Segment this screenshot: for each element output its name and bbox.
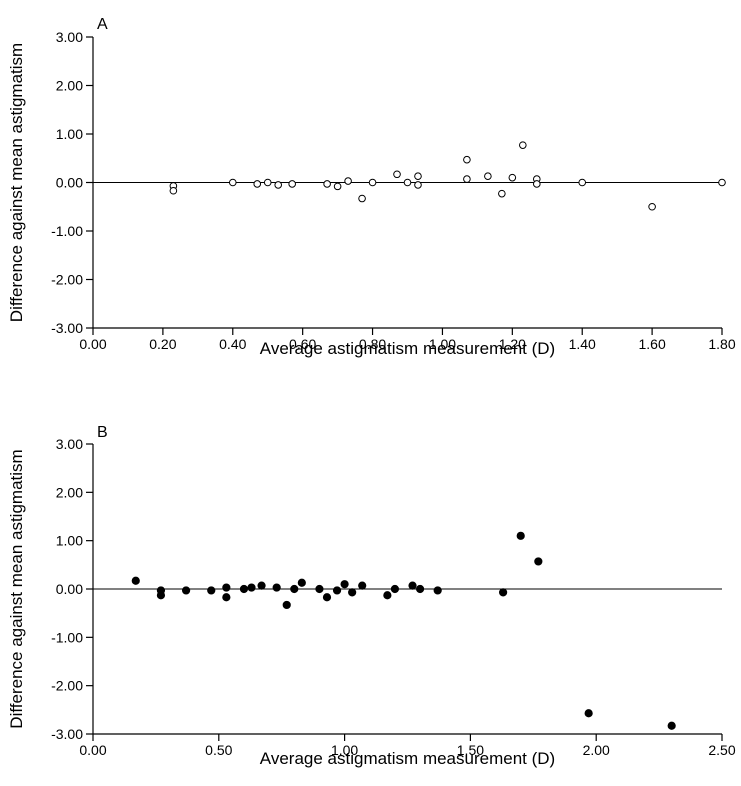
panel-a-data-point [368,178,377,187]
panel-a-data-point [718,178,726,187]
panel-a-data-point [393,170,401,179]
panel-b-data-point [383,591,392,600]
panel-b-data-point [358,581,367,590]
panel-b-data-point [239,584,249,594]
panel-a-y-tick-label: 2.00 [56,78,83,94]
panel-b-data-point [156,591,166,600]
panel-b-y-tick-label: 1.00 [56,533,83,549]
panel-b-data-point [222,593,231,602]
panel-a-data-point [414,181,422,189]
panel-b-data-point [315,584,324,594]
panel-a-data-point [263,178,272,187]
panel-b-data-point [415,584,425,594]
panel-a-x-tick-label: 1.40 [569,336,596,352]
panel-b-data-point [340,580,349,589]
panel-a-data-point [532,180,541,188]
panel-b-data-point [390,584,400,594]
panel-a-data-point [648,202,656,211]
panel-b-label: B [97,424,108,441]
panel-a-y-tick-label: -3.00 [51,320,83,336]
panel-a-data-point [498,189,506,198]
panel-a-x-tick-label: 0.20 [149,336,176,352]
panel-a-y-tick-label: 1.00 [56,126,83,142]
panel-b-data-point [348,588,357,597]
panel-a-y-tick-label: -2.00 [51,272,83,288]
panel-b-data-point [499,588,508,597]
panel-b-y-tick-label: 3.00 [56,436,83,452]
panel-a-data-point [578,178,587,187]
panel-b-data-point [247,583,256,592]
panel-a-data-point [288,180,296,188]
panel-b-data-point [131,576,140,585]
panel-b-x-tick-label: 2.00 [583,742,610,758]
panel-b-x-axis-title: Average astigmatism measurement (D) [260,749,555,768]
panel-a-data-point [463,175,471,183]
panel-b-x-tick-label: 1.00 [331,742,358,758]
panel-a-data-point [508,173,517,182]
panel-a-x-tick-label: 0.40 [219,336,246,352]
panel-b-data-point [408,581,417,590]
panel-a-x-tick-label: 0.00 [79,336,106,352]
panel-b-x-tick-label: 1.50 [457,742,484,758]
panel-a-data-point [323,180,331,188]
panel-a-data-point [169,186,178,195]
panel-a-data-point [358,194,366,203]
panel-a-data-point [519,141,527,149]
panel-a-x-axis-title: Average astigmatism measurement (D) [260,339,555,358]
panel-b-y-axis-title: Difference against mean astigmatism [7,449,26,728]
panel-b-data-point [433,586,442,595]
panel-a-y-axis-title: Difference against mean astigmatism [7,43,26,322]
panel-a-data-point [463,155,471,164]
panel-a-data-point [403,178,412,187]
panel-b-y-tick-label: -3.00 [51,726,83,742]
panel-b-data-point [534,557,543,566]
panel-a-data-point [484,172,492,180]
panel-b-data-point [322,593,332,602]
panel-a-x-tick-label: 1.60 [638,336,665,352]
panel-a-data-point [253,180,262,188]
panel-b-data-point [290,584,299,594]
panel-b-data-point [181,586,191,595]
panel-a-x-tick-label: 0.80 [359,336,386,352]
panel-b-data-point [332,586,342,595]
panel-b-x-tick-label: 2.50 [708,742,735,758]
panel-b-x-tick-label: 0.00 [79,742,106,758]
panel-b-data-point [282,600,291,610]
panel-b-data-point [297,578,306,587]
panel-a-x-tick-label: 1.80 [708,336,735,352]
panel-b-y-tick-label: -1.00 [51,629,83,645]
panel-b-data-point [207,586,216,595]
panel-a-x-tick-label: 0.60 [289,336,316,352]
panel-b-y-tick-label: 2.00 [56,484,83,500]
panel-a-x-tick-label: 1.20 [499,336,526,352]
panel-b-data-point [272,583,281,592]
panel-b-data-point [257,581,266,590]
panel-a-y-tick-label: 0.00 [56,175,83,191]
panel-a-data-point [333,182,342,191]
panel-b-data-point [667,721,676,730]
panel-b-y-tick-label: -2.00 [51,678,83,694]
panel-b-y-tick-label: 0.00 [56,581,83,597]
panel-a-label: A [97,16,108,33]
panel-a-data-point [228,178,237,187]
panel-b-data-point [516,531,525,540]
panel-a-y-tick-label: -1.00 [51,223,83,239]
panel-a-data-point [274,181,283,189]
panel-a-y-tick-label: 3.00 [56,29,83,45]
panel-b-data-point [584,709,593,718]
panel-a-data-point [414,172,422,180]
panel-b-data-point [222,583,231,592]
panel-a-x-tick-label: 1.00 [429,336,456,352]
panel-a-data-point [344,177,352,185]
panel-b-x-tick-label: 0.50 [205,742,232,758]
